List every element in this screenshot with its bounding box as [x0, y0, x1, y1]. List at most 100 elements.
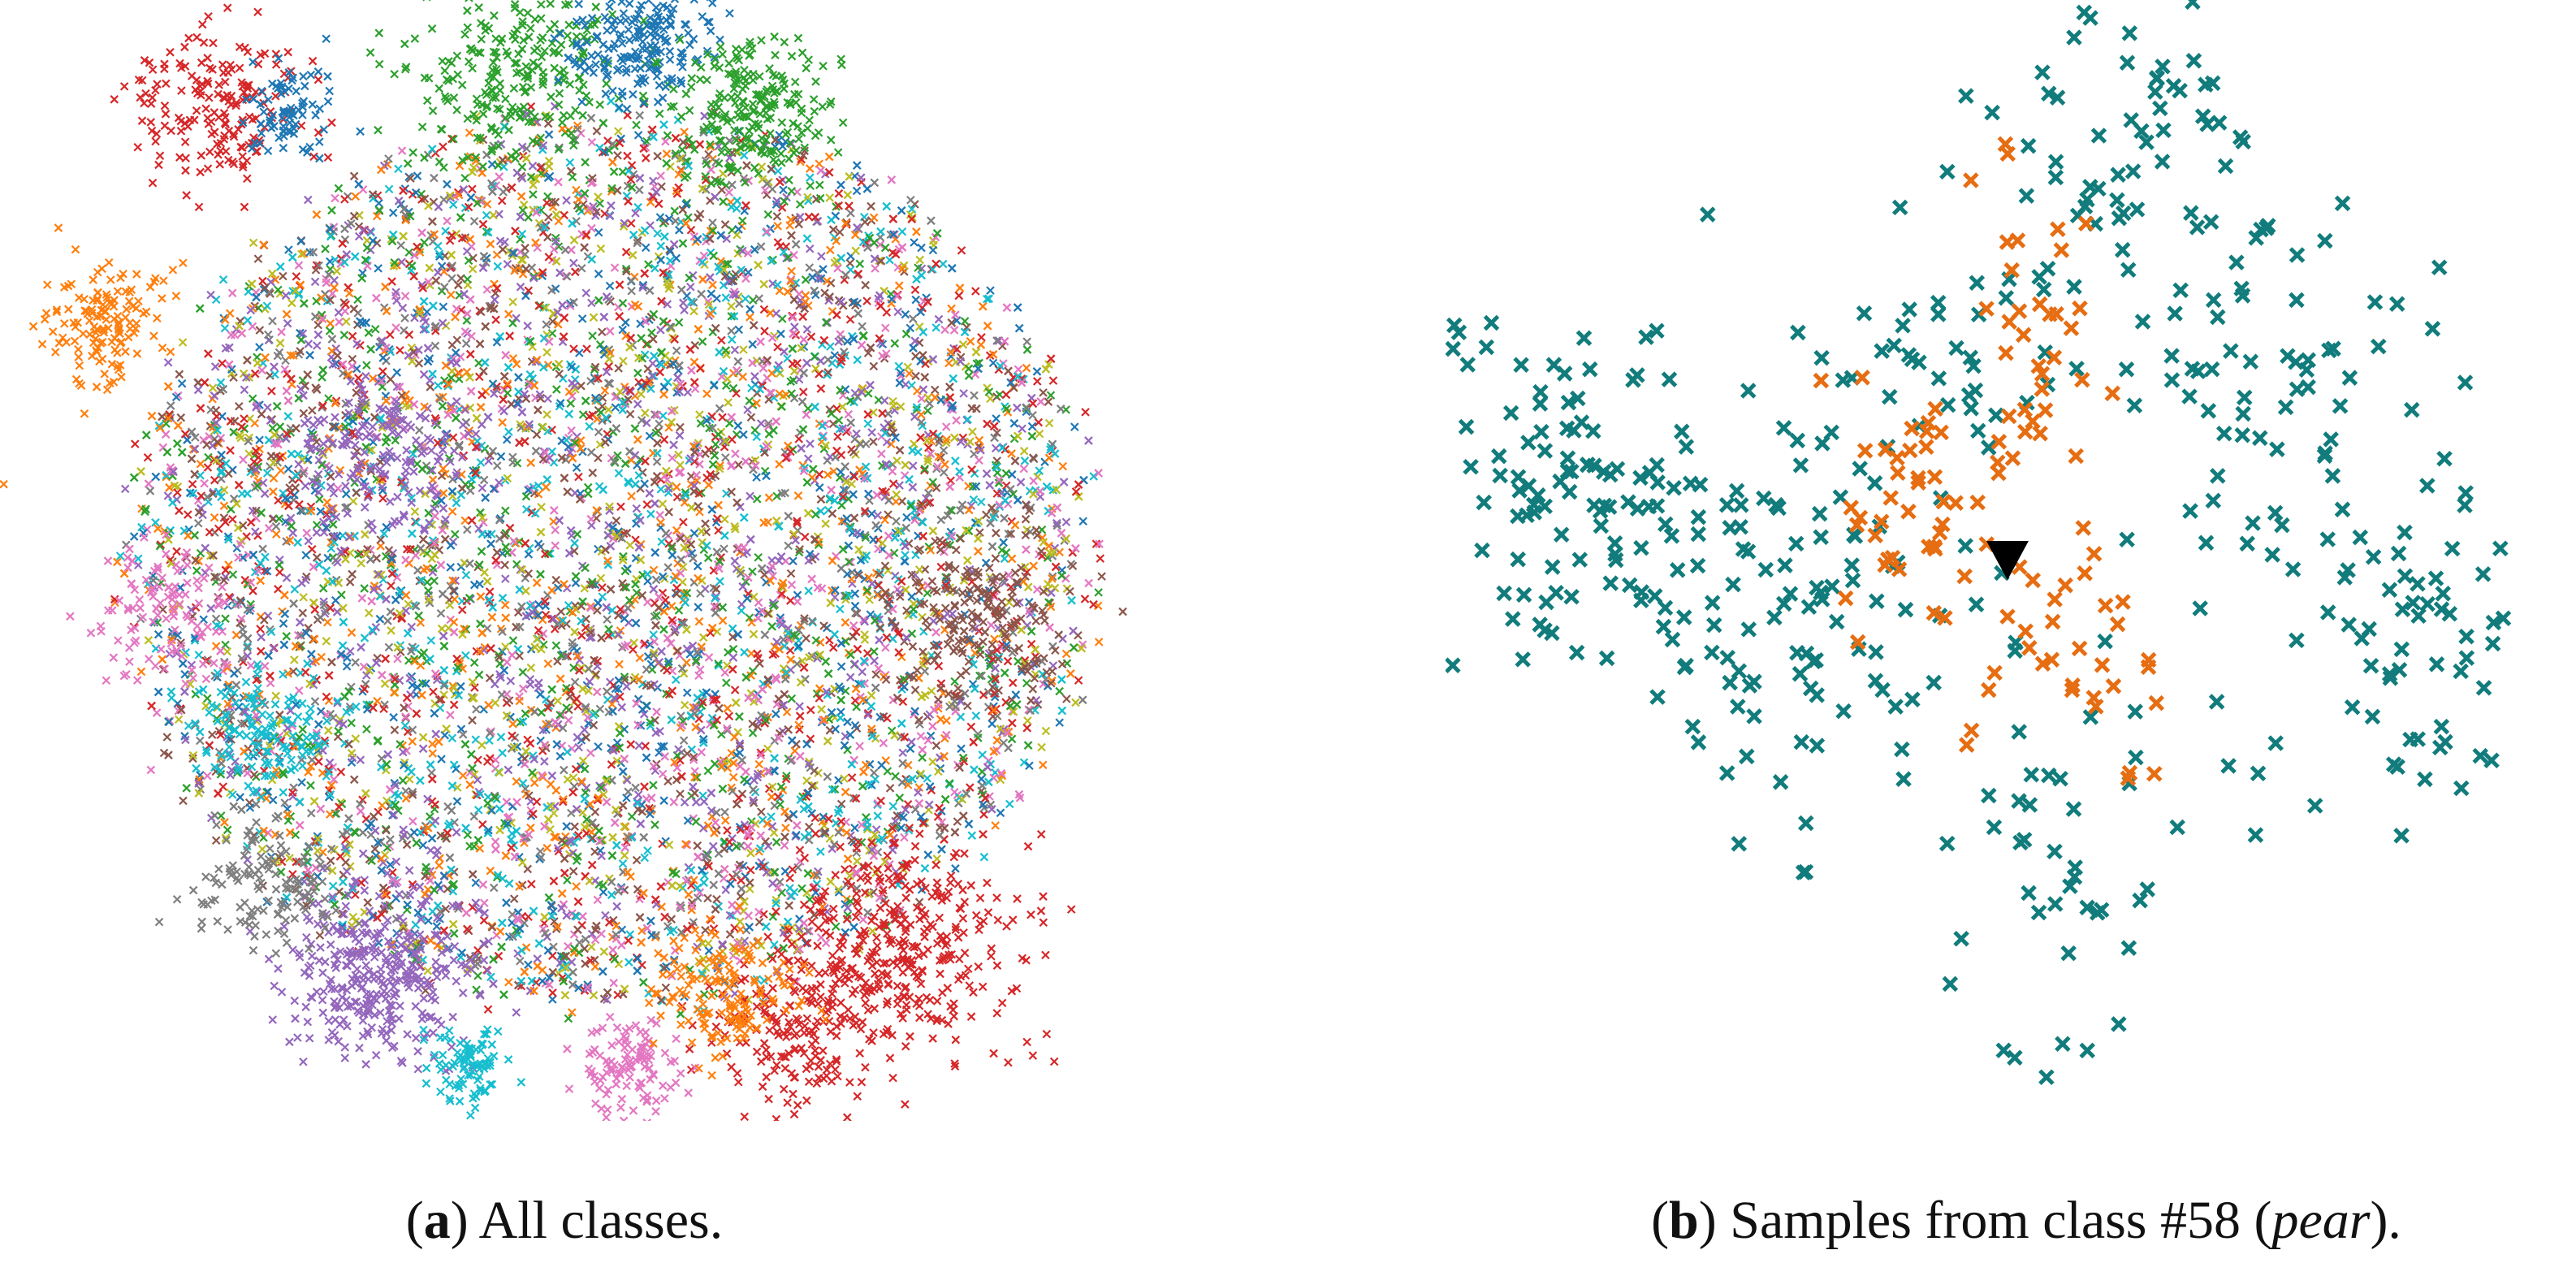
data-point	[551, 641, 561, 651]
data-point	[624, 936, 633, 945]
data-point	[655, 419, 663, 429]
data-point	[888, 802, 898, 811]
data-point	[920, 667, 930, 676]
data-point	[1070, 422, 1079, 431]
data-point	[174, 715, 184, 725]
data-point	[779, 185, 788, 194]
data-point	[218, 359, 227, 368]
data-point	[1058, 461, 1068, 471]
data-point	[391, 323, 400, 332]
data-point	[679, 736, 689, 745]
data-point	[852, 186, 862, 196]
data-point	[1084, 578, 1093, 588]
data-point	[331, 595, 340, 605]
data-point	[1037, 742, 1046, 752]
data-point	[694, 714, 703, 724]
data-point	[475, 579, 484, 589]
data-point	[614, 469, 624, 478]
data-point	[509, 894, 519, 903]
data-point	[642, 500, 652, 509]
data-point	[653, 151, 662, 161]
data-point	[145, 487, 155, 495]
data-point	[463, 275, 472, 284]
data-point	[384, 154, 393, 163]
data-point	[436, 608, 446, 618]
data-point	[624, 787, 633, 797]
data-point	[867, 509, 876, 518]
data-point	[547, 329, 557, 338]
data-point	[847, 773, 857, 782]
data-point	[911, 371, 920, 381]
data-point	[506, 677, 516, 686]
data-point	[960, 317, 970, 326]
data-point	[652, 457, 662, 466]
data-point	[315, 931, 325, 940]
data-point	[566, 399, 575, 408]
data-point	[663, 776, 672, 786]
data-point	[336, 768, 346, 776]
data-point	[1022, 337, 1031, 346]
data-point	[720, 220, 730, 229]
data-point	[590, 807, 600, 816]
data-point	[746, 413, 756, 422]
data-point	[389, 712, 398, 722]
data-point	[696, 364, 705, 374]
data-point	[210, 475, 219, 485]
data-point	[1032, 585, 1042, 594]
data-point	[627, 276, 636, 285]
data-point	[318, 584, 328, 593]
data-point	[218, 782, 228, 791]
data-point	[728, 335, 737, 344]
data-point	[828, 419, 838, 429]
data-point	[640, 226, 650, 235]
data-point	[682, 658, 691, 668]
data-point	[680, 798, 689, 807]
data-point	[709, 566, 719, 575]
data-point	[803, 454, 813, 463]
data-point	[659, 625, 668, 634]
data-point	[623, 151, 632, 161]
data-point	[816, 847, 825, 856]
data-point	[398, 776, 408, 785]
data-point	[196, 736, 205, 746]
data-point	[279, 271, 287, 281]
data-point	[235, 401, 244, 411]
data-point	[842, 828, 851, 837]
data-point	[870, 647, 879, 656]
data-point	[775, 286, 784, 296]
data-point	[837, 500, 846, 510]
data-point	[789, 556, 797, 566]
data-point	[635, 653, 645, 663]
data-point	[292, 272, 301, 281]
data-point	[598, 583, 607, 592]
data-point	[162, 733, 172, 742]
data-point	[351, 192, 361, 201]
data-point	[203, 771, 212, 781]
data-point	[460, 327, 470, 336]
data-point	[256, 625, 265, 634]
data-point	[643, 598, 652, 607]
data-point	[192, 566, 201, 575]
data-point	[975, 528, 984, 537]
data-point	[401, 786, 410, 796]
data-point	[892, 517, 901, 526]
data-point	[430, 341, 440, 351]
data-point	[631, 783, 640, 793]
data-point	[855, 259, 865, 269]
data-point	[249, 586, 257, 595]
data-point	[928, 245, 938, 255]
data-point	[224, 469, 233, 478]
data-point	[568, 867, 578, 876]
data-point	[830, 351, 840, 360]
data-point	[301, 551, 310, 560]
data-point	[599, 947, 609, 956]
data-point	[512, 776, 521, 786]
data-point	[869, 213, 879, 223]
data-point	[587, 137, 597, 147]
data-point	[620, 850, 629, 860]
data-point	[408, 816, 417, 826]
data-point	[416, 618, 426, 627]
data-point	[390, 725, 400, 735]
data-point	[577, 314, 587, 323]
data-point	[625, 930, 635, 939]
